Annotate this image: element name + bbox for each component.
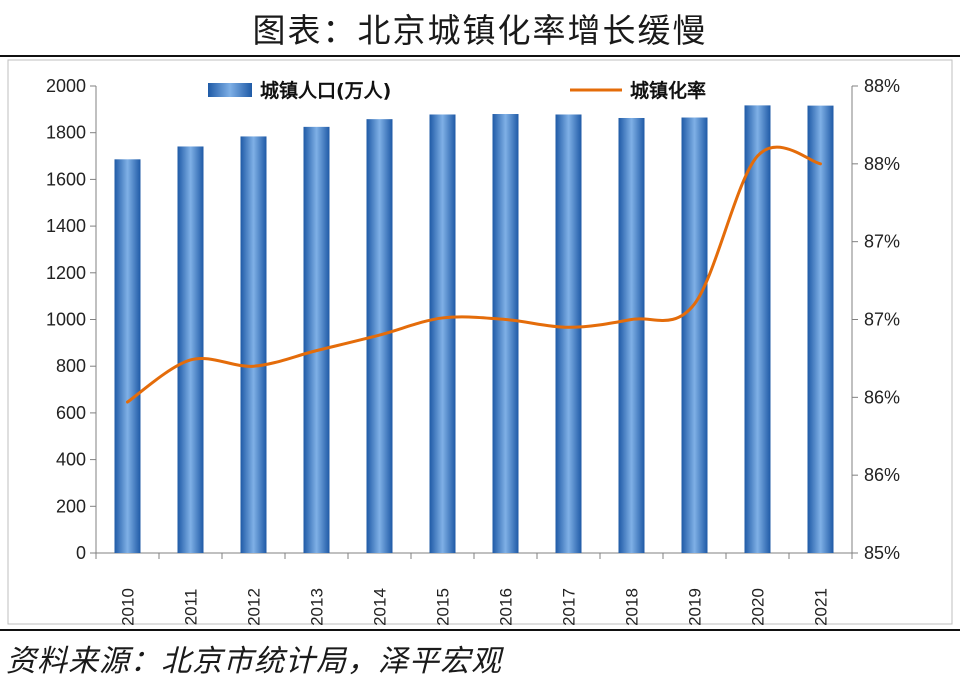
bar-2017 <box>555 114 582 553</box>
chart-border <box>7 59 953 625</box>
x-tick-label: 2016 <box>497 588 516 626</box>
y-right-tick-label: 86% <box>864 465 900 485</box>
y-left-tick-label: 1800 <box>46 123 86 143</box>
y-left-tick-label: 2000 <box>46 76 86 96</box>
x-tick-label: 2013 <box>308 588 327 626</box>
bar-2012 <box>240 136 267 553</box>
y-left-tick-label: 800 <box>56 356 86 376</box>
bar-2020 <box>744 105 771 554</box>
page-title: 图表：北京城镇化率增长缓慢 <box>252 11 708 50</box>
series-line-urbanization-rate <box>126 145 822 404</box>
x-tick-label: 2010 <box>119 588 138 626</box>
bar-2011 <box>177 146 204 553</box>
legend-label-line: 城镇化率 <box>630 79 706 102</box>
y-left-tick-label: 1000 <box>46 310 86 330</box>
y-right-tick-label: 86% <box>864 387 900 407</box>
title-rule <box>0 55 960 57</box>
y-left-tick-label: 400 <box>56 450 86 470</box>
bar-2018 <box>618 117 645 553</box>
legend-swatch-bars <box>208 83 252 97</box>
bar-2013 <box>303 126 330 554</box>
source-note: 资料来源：北京市统计局，泽平宏观 <box>6 644 502 679</box>
y-right-tick-label: 88% <box>864 76 900 96</box>
y-right-tick-label: 88% <box>864 154 900 174</box>
source-rule <box>0 629 960 631</box>
x-tick-label: 2015 <box>434 588 453 626</box>
x-tick-label: 2020 <box>749 588 768 626</box>
bar-2019 <box>681 117 708 554</box>
x-tick-label: 2018 <box>623 588 642 626</box>
x-tick-label: 2021 <box>812 588 831 626</box>
bar-2021 <box>807 105 834 553</box>
bar-2010 <box>114 159 141 553</box>
y-left-tick-label: 1600 <box>46 169 86 189</box>
y-right-tick-label: 85% <box>864 543 900 563</box>
x-tick-label: 2012 <box>245 588 264 626</box>
bar-2015 <box>429 114 456 553</box>
x-tick-label: 2011 <box>182 589 201 626</box>
x-tick-label: 2017 <box>560 588 579 626</box>
y-left-tick-label: 600 <box>56 403 86 423</box>
chart: 0 200 400 600 800 1000 1200 1400 1600 1800 2000 85%… <box>7 59 953 626</box>
legend-label-bars: 城镇人口(万人) <box>260 79 391 102</box>
y-left-tick-label: 0 <box>76 543 86 563</box>
y-left-tick-label: 1400 <box>46 216 86 236</box>
bar-2016 <box>492 114 519 553</box>
x-tick-label: 2014 <box>371 588 390 626</box>
y-left-tick-label: 1200 <box>46 263 86 283</box>
y-left-tick-label: 200 <box>56 496 86 516</box>
x-tick-label: 2019 <box>686 588 705 626</box>
y-right-tick-label: 87% <box>864 232 900 252</box>
y-right-tick-label: 87% <box>864 310 900 330</box>
